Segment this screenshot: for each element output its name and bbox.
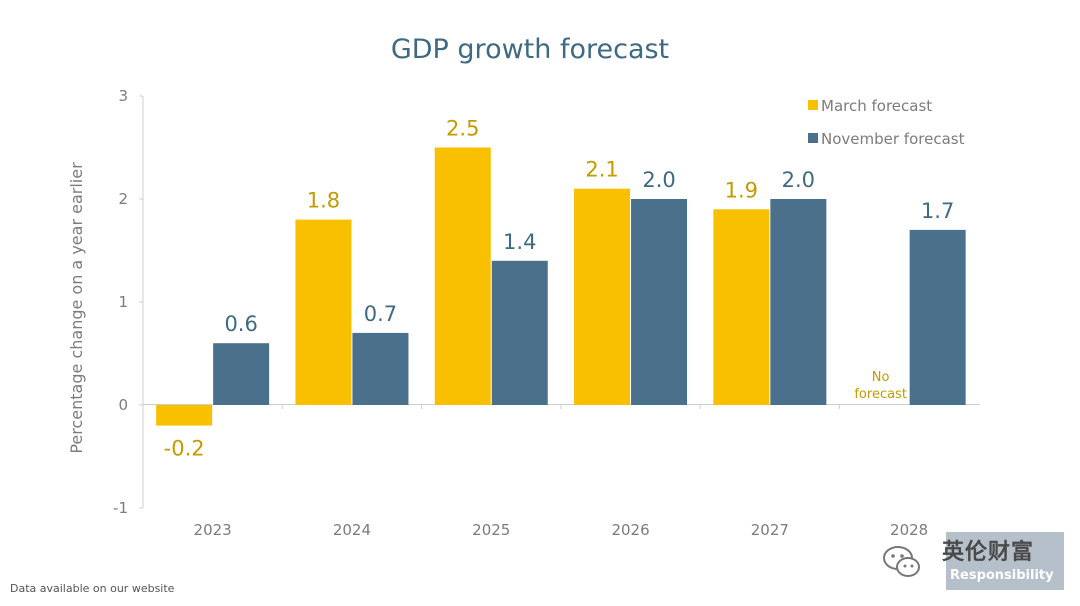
x-axis-ticks: 2023 2024 2025 2026 2027 2028 <box>194 404 928 539</box>
legend-label-march: March forecast <box>821 97 932 115</box>
bar-march-2026 <box>574 188 631 405</box>
data-label-march-2026: 2.1 <box>585 158 618 182</box>
legend-swatch-march <box>808 100 818 110</box>
bar-november-2023 <box>213 343 270 405</box>
bar-march-2027 <box>713 209 770 405</box>
footer-note: Data available on our website <box>10 582 175 595</box>
data-label-march-2025: 2.5 <box>446 117 479 141</box>
y-tick-label: -1 <box>113 499 128 517</box>
x-tick-label: 2023 <box>194 521 232 539</box>
y-tick-label: 3 <box>118 87 128 105</box>
data-label-november-2026: 2.0 <box>642 168 675 192</box>
data-label-november-2025: 1.4 <box>503 230 536 254</box>
data-label-march-2024: 1.8 <box>307 189 340 213</box>
data-label-november-2028: 1.7 <box>921 199 954 223</box>
bar-november-2024 <box>352 332 409 405</box>
bar-march-2023 <box>156 405 213 426</box>
data-label-march-2027: 1.9 <box>725 178 758 202</box>
data-labels-group: -0.2 0.6 1.8 0.7 2.5 1.4 2.1 2.0 1.9 2.0 1.7 <box>164 117 955 461</box>
x-tick-label: 2025 <box>472 521 510 539</box>
watermark: 英伦财富 Responsibility <box>880 532 1066 590</box>
legend-swatch-november <box>808 133 818 143</box>
watermark-text: 英伦财富 <box>942 540 1035 565</box>
annotation-no-forecast: No <box>872 370 890 385</box>
data-label-march-2023: -0.2 <box>164 437 205 461</box>
y-tick-label: 1 <box>118 293 128 311</box>
x-tick-label: 2028 <box>890 521 928 539</box>
bars-group <box>156 147 966 426</box>
y-tick-label: 2 <box>118 190 128 208</box>
annotation-no-forecast: forecast <box>854 387 907 402</box>
y-axis-label: Percentage change on a year earlier <box>67 162 86 454</box>
bar-march-2024 <box>295 219 352 405</box>
annotation-group: No forecast <box>854 370 907 402</box>
bar-november-2025 <box>491 260 548 405</box>
watermark-box <box>946 532 1064 590</box>
bar-november-2028 <box>909 229 966 405</box>
legend: March forecast November forecast <box>808 97 965 148</box>
bar-march-2025 <box>434 147 491 405</box>
data-label-november-2027: 2.0 <box>782 168 815 192</box>
y-tick-label: 0 <box>118 396 128 414</box>
x-tick-label: 2026 <box>611 521 649 539</box>
x-tick-label: 2027 <box>751 521 789 539</box>
bar-november-2026 <box>631 199 688 405</box>
watermark-subtext: Responsibility <box>950 568 1054 583</box>
y-axis-ticks: 3 2 1 0 -1 <box>113 87 143 517</box>
data-label-november-2024: 0.7 <box>364 302 397 326</box>
data-label-november-2023: 0.6 <box>224 312 257 336</box>
chart-title: GDP growth forecast <box>391 34 669 65</box>
wechat-icon <box>883 546 920 577</box>
bar-november-2027 <box>770 199 827 405</box>
x-tick-label: 2024 <box>333 521 371 539</box>
legend-label-november: November forecast <box>821 130 965 148</box>
